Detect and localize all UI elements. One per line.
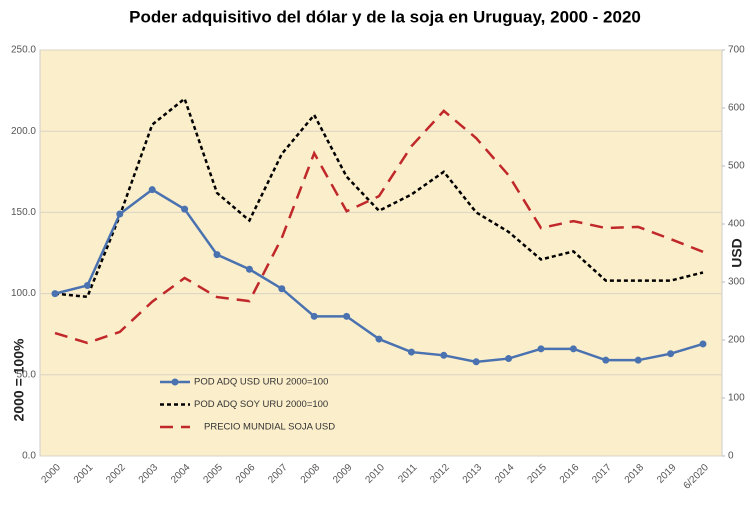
point [667, 350, 675, 358]
y2-tick-label: 600 [728, 103, 745, 114]
point [213, 251, 221, 259]
x-tick-label: 2000 [39, 462, 63, 486]
y2-tick-label: 700 [728, 45, 745, 56]
x-tick-label: 2009 [331, 462, 355, 486]
y-tick-label: 150.0 [11, 207, 36, 218]
point [278, 285, 286, 293]
y2-tick-label: 0 [728, 451, 734, 462]
point [699, 340, 707, 348]
point [440, 351, 448, 359]
x-tick-label: 2019 [655, 462, 679, 486]
point [472, 358, 480, 366]
y2-tick-label: 200 [728, 335, 745, 346]
legend-marker [171, 378, 179, 386]
x-tick-label: 2010 [363, 462, 387, 486]
point [569, 345, 577, 353]
y-tick-label: 50.0 [17, 369, 37, 380]
legend-label: POD ADQ SOY URU 2000=100 [194, 399, 328, 410]
point [181, 205, 189, 213]
y2-tick-label: 400 [728, 219, 745, 230]
x-tick-label: 6/2020 [682, 462, 712, 492]
x-tick-label: 2014 [493, 462, 517, 486]
point [375, 335, 383, 343]
x-tick-label: 2007 [266, 462, 290, 486]
x-tick-label: 2012 [428, 462, 452, 486]
y2-axis-title: USD [729, 238, 745, 268]
x-tick-label: 2004 [169, 462, 193, 486]
point [602, 356, 610, 364]
point [537, 345, 545, 353]
x-tick-label: 2013 [461, 462, 485, 486]
plot-area [39, 49, 723, 457]
x-tick-label: 2018 [623, 462, 647, 486]
legend-label: POD ADQ USD URU 2000=100 [194, 377, 328, 388]
y2-tick-label: 100 [728, 393, 745, 404]
y-tick-label: 100.0 [11, 288, 36, 299]
y-tick-label: 0.0 [22, 451, 36, 462]
point [505, 355, 513, 363]
series-line [54, 96, 704, 299]
point [634, 356, 642, 364]
point [51, 290, 59, 298]
x-tick-label: 2005 [201, 462, 225, 486]
point [343, 312, 351, 320]
legend-label: PRECIO MUNDIAL SOJA USD [204, 422, 335, 433]
point [407, 348, 415, 356]
x-tick-label: 2011 [396, 462, 419, 485]
y-tick-label: 250.0 [11, 45, 36, 56]
x-tick-label: 2008 [299, 462, 323, 486]
x-tick-label: 2002 [104, 462, 128, 486]
x-tick-label: 2015 [525, 462, 549, 486]
x-tick-label: 2017 [590, 462, 614, 486]
x-tick-label: 2016 [558, 462, 582, 486]
point [148, 186, 156, 194]
point [83, 281, 91, 289]
point [310, 312, 318, 320]
y-axis-title: 2000 = 100% [11, 338, 27, 421]
y2-tick-label: 300 [728, 277, 745, 288]
y-tick-label: 200.0 [11, 126, 36, 137]
y2-tick-label: 500 [728, 161, 745, 172]
chart-title: Poder adquisitivo del dólar y de la soja… [129, 7, 641, 26]
point [116, 210, 124, 218]
x-tick-label: 2006 [234, 462, 258, 486]
x-tick-label: 2003 [137, 462, 161, 486]
x-tick-label: 2001 [72, 462, 96, 486]
point [245, 265, 253, 273]
series-line [54, 109, 704, 345]
